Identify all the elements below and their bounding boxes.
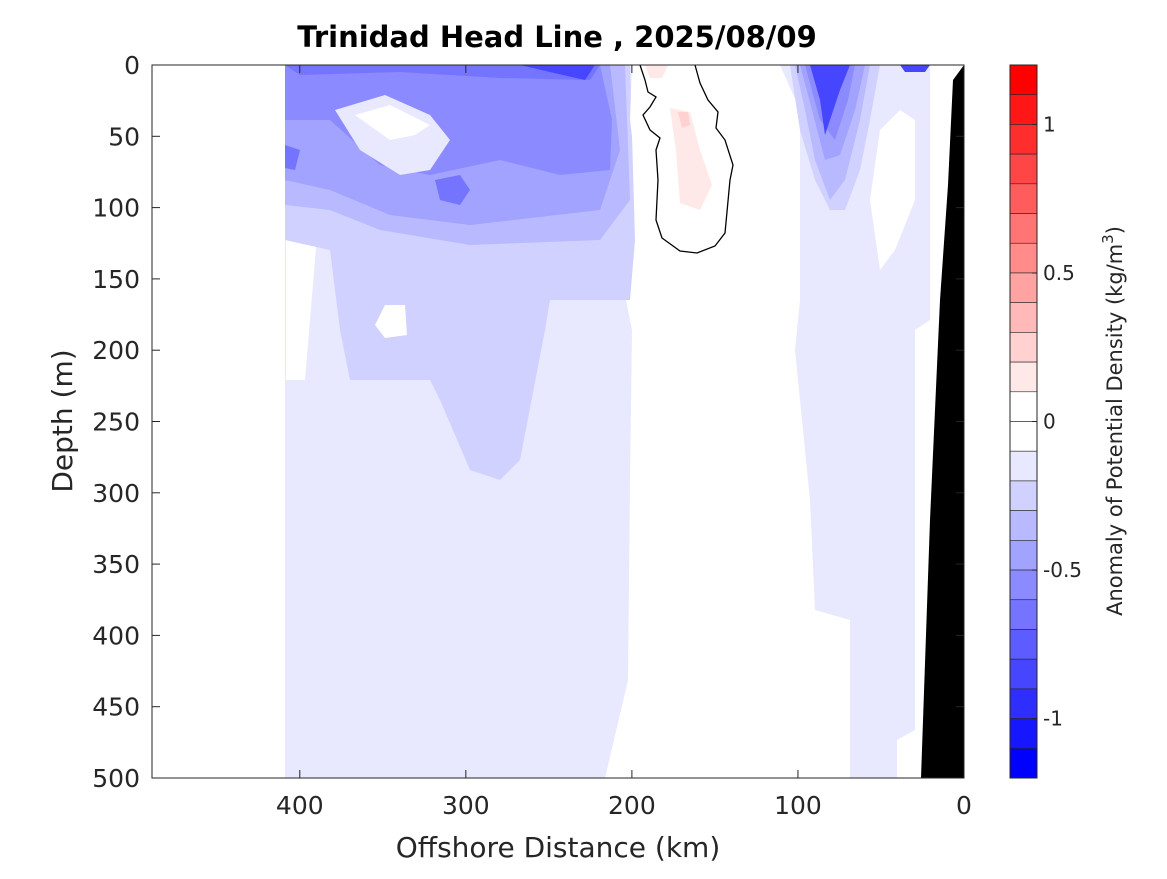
colorbar-bin	[1009, 599, 1038, 630]
colorbar-bin	[1009, 272, 1038, 303]
colorbar: 1 0.5 0 -0.5 -1	[1009, 64, 1082, 779]
x-axis: 400 300 200 100 0	[276, 65, 972, 820]
colorbar-bin	[1009, 718, 1038, 749]
y-tick-label: 100	[92, 194, 140, 223]
y-tick-label: 50	[108, 122, 140, 151]
zero-contour-line	[639, 64, 734, 254]
chart-title: Trinidad Head Line , 2025/08/09	[297, 20, 817, 54]
colorbar-bin	[1009, 540, 1038, 571]
contour-band	[375, 305, 407, 338]
x-tick-label: 200	[608, 791, 656, 820]
colorbar-bin	[1009, 242, 1038, 274]
y-tick-label: 500	[92, 764, 140, 793]
y-tick-label: 0	[124, 51, 140, 80]
x-tick-label: 400	[276, 791, 324, 820]
contour-band	[670, 108, 712, 210]
colorbar-bin	[1009, 94, 1038, 125]
contour-band	[355, 105, 430, 140]
contour-band	[520, 65, 595, 80]
y-tick-label: 400	[92, 621, 140, 650]
x-tick-label: 300	[442, 791, 490, 820]
y-tick-label: 200	[92, 336, 140, 365]
x-axis-label: Offshore Distance (km)	[396, 831, 721, 864]
contour-band	[285, 145, 300, 170]
colorbar-tick-label: -0.5	[1043, 558, 1082, 582]
colorbar-bin	[1009, 747, 1038, 779]
colorbar-bin	[1009, 124, 1038, 155]
contour-band	[810, 65, 850, 135]
contour-band	[897, 730, 915, 778]
colorbar-bin	[1009, 658, 1038, 690]
colorbar-tick-label: 0.5	[1043, 261, 1075, 285]
y-tick-label: 300	[92, 479, 140, 508]
contour-band	[435, 175, 470, 205]
contour-band	[285, 65, 600, 80]
x-tick-label: 100	[774, 791, 822, 820]
y-tick-label: 350	[92, 550, 140, 579]
contour-band	[870, 110, 915, 270]
colorbar-bin	[1009, 213, 1038, 244]
contour-field	[285, 65, 930, 778]
colorbar-bin	[1009, 421, 1038, 452]
y-tick-label: 450	[92, 693, 140, 722]
colorbar-bin	[1009, 688, 1038, 719]
colorbar-bin	[1009, 450, 1038, 482]
colorbar-bin	[1009, 302, 1038, 333]
y-axis: 0 50 100 150 200 250 300 350 400 450 500	[92, 51, 964, 793]
colorbar-bin	[1009, 629, 1038, 660]
colorbar-bin	[1009, 510, 1038, 541]
colorbar-bin	[1009, 332, 1038, 363]
contour-band	[900, 65, 930, 72]
contour-band	[678, 112, 690, 128]
contour-band	[645, 65, 668, 78]
colorbar-bin	[1009, 153, 1038, 185]
x-tick-label: 0	[956, 791, 972, 820]
colorbar-bin	[1009, 391, 1038, 422]
y-axis-label: Depth (m)	[46, 349, 79, 492]
colorbar-tick-label: 0	[1043, 410, 1056, 434]
colorbar-bin	[1009, 64, 1038, 96]
colorbar-tick-label: 1	[1043, 112, 1056, 136]
colorbar-bin	[1009, 480, 1038, 511]
colorbar-label: Anomaly of Potential Density (kg/m3)	[1099, 226, 1127, 616]
colorbar-bin	[1009, 361, 1038, 393]
colorbar-tick-label: -1	[1043, 707, 1063, 731]
colorbar-bin	[1009, 183, 1038, 214]
y-tick-label: 250	[92, 408, 140, 437]
colorbar-bin	[1009, 569, 1038, 601]
bathymetry	[921, 65, 964, 778]
y-tick-label: 150	[92, 265, 140, 294]
